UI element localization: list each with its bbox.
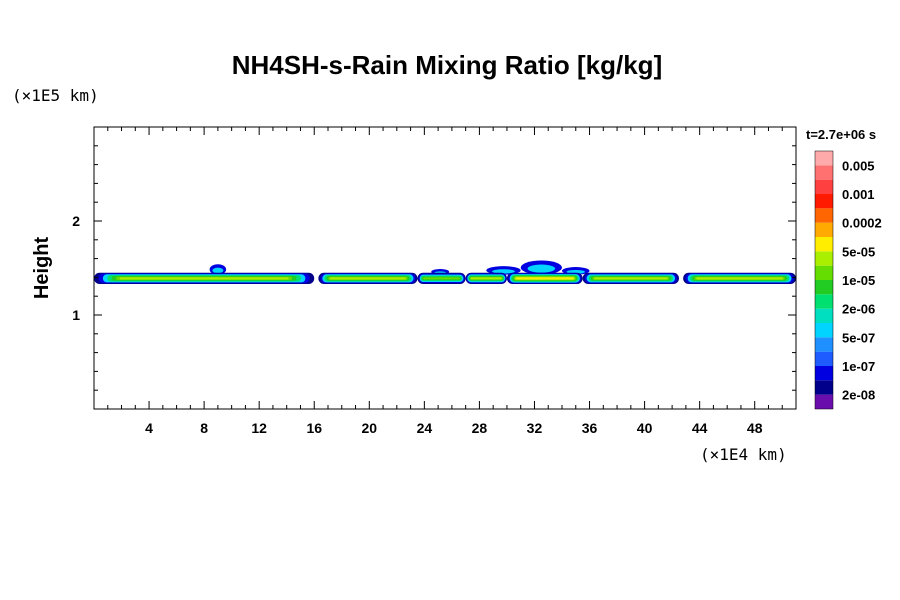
- colorbar-swatch: [815, 179, 833, 194]
- colorbar-swatch: [815, 351, 833, 366]
- x-tick-label: 44: [692, 420, 708, 436]
- x-tick-label: 4: [145, 420, 153, 436]
- x-tick-label: 20: [362, 420, 378, 436]
- x-tick-label: 12: [251, 420, 267, 436]
- colorbar-label: 0.001: [842, 187, 875, 202]
- field-layer: [119, 277, 289, 280]
- colorbar-swatch: [815, 380, 833, 395]
- y-unit-label: (×1E5 km): [12, 86, 99, 105]
- colorbar-swatch: [815, 194, 833, 209]
- colorbar-swatch: [815, 294, 833, 309]
- colorbar-label: 1e-05: [842, 273, 875, 288]
- x-tick-label: 32: [527, 420, 543, 436]
- colorbar-label: 2e-08: [842, 388, 875, 403]
- x-tick-label: 36: [582, 420, 598, 436]
- x-unit-label: (×1E4 km): [700, 445, 787, 464]
- colorbar-swatch: [815, 394, 833, 409]
- colorbar-label: 2e-06: [842, 302, 875, 317]
- x-tick-label: 24: [417, 420, 433, 436]
- x-tick-label: 40: [637, 420, 653, 436]
- colorbar-swatch: [815, 237, 833, 252]
- field-layer: [423, 277, 461, 280]
- field-layer: [594, 277, 668, 280]
- x-tick-label: 8: [200, 420, 208, 436]
- plot-area: 4 8 12 16 20 24 28 32 36 40 44 48 12: [72, 126, 797, 436]
- chart-title: NH4SH-s-Rain Mixing Ratio [kg/kg]: [232, 50, 662, 80]
- field-bump-core: [527, 264, 556, 273]
- colorbar-swatch: [815, 222, 833, 237]
- colorbar-swatch: [815, 280, 833, 295]
- colorbar-label: 0.0002: [842, 216, 882, 231]
- colorbar-swatch: [815, 251, 833, 266]
- x-tick-label: 28: [472, 420, 488, 436]
- colorbar-label: 0.005: [842, 158, 875, 173]
- colorbar-swatch: [815, 165, 833, 180]
- colorbar-swatch: [815, 208, 833, 223]
- y-axis-ticks: 12: [72, 145, 796, 391]
- field-bump-core: [212, 267, 224, 274]
- colorbar: 2e-08 1e-07 5e-07 2e-06 1e-05 5e-05 0.0002 0.00…: [814, 150, 882, 410]
- x-tick-label: 16: [306, 420, 322, 436]
- field-layer: [329, 277, 406, 280]
- field-layer: [696, 277, 783, 280]
- colorbar-label: 1e-07: [842, 359, 875, 374]
- colorbar-label: 5e-05: [842, 244, 875, 259]
- y-axis-label: Height: [31, 237, 53, 300]
- x-axis-ticks: 4 8 12 16 20 24 28 32 36 40 44 48: [107, 127, 783, 436]
- colorbar-swatch: [815, 366, 833, 381]
- field-layer: [470, 277, 502, 280]
- field-bump-core: [492, 269, 515, 274]
- colorbar-swatch: [815, 337, 833, 352]
- field-layer: [515, 277, 574, 280]
- colorbar-swatch: [815, 323, 833, 338]
- y-tick-label: 2: [72, 213, 80, 229]
- x-tick-label: 48: [747, 420, 763, 436]
- colorbar-swatch: [815, 308, 833, 323]
- colorbar-swatch: [815, 265, 833, 280]
- colorbar-label: 5e-07: [842, 330, 875, 345]
- colorbar-frame: [814, 150, 834, 410]
- colorbar-swatch: [815, 151, 833, 166]
- time-label: t=2.7e+06 s: [806, 127, 876, 142]
- plot-frame: [93, 126, 797, 410]
- plot-background: [94, 127, 796, 409]
- y-tick-label: 1: [72, 307, 80, 323]
- mixing-ratio-field: [94, 260, 796, 284]
